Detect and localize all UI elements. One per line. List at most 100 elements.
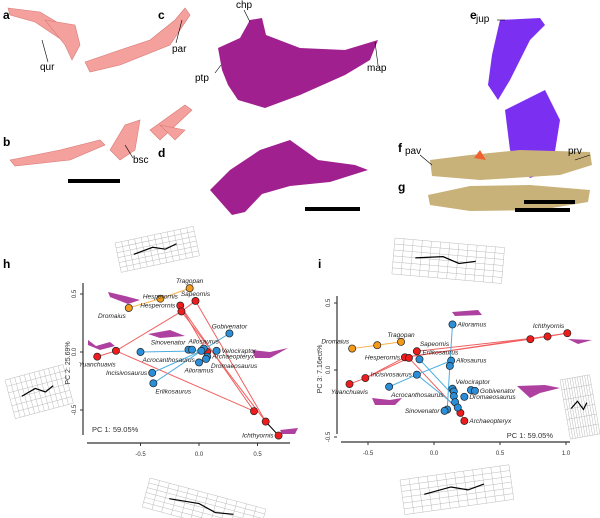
x-tick-label: 0.0 <box>195 452 204 458</box>
label-pav: pav <box>405 146 422 157</box>
taxon-label: Velociraptor <box>455 379 490 386</box>
data-point <box>385 382 394 391</box>
taxon-label: Erlikosaurus <box>422 349 459 356</box>
leader-lines <box>41 9 591 166</box>
phylo-edge <box>128 298 161 309</box>
y-axis-label: PC 2: 25.69% <box>65 341 72 384</box>
taxon-label: Allosaurus <box>188 339 220 346</box>
phylo-edge <box>160 287 190 300</box>
skull-silhouette <box>88 340 115 350</box>
grid-line <box>404 493 514 510</box>
taxon-label: Alioramus <box>184 367 215 374</box>
y-tick-label: -0.5 <box>72 404 78 415</box>
grid-line <box>566 413 597 420</box>
phylo-edge <box>416 360 452 376</box>
phylo-edge <box>352 344 378 350</box>
data-point <box>188 345 196 354</box>
data-point <box>526 335 535 344</box>
grid-line <box>394 237 505 248</box>
data-point <box>185 284 194 293</box>
deformation-grid <box>391 237 505 284</box>
panel-label-f: f <box>398 141 402 155</box>
x-tick-label: 0.0 <box>430 451 439 457</box>
grid-line <box>117 235 196 254</box>
grid-line <box>13 396 72 413</box>
phylo-edge <box>115 350 255 412</box>
label-ptp: ptp <box>195 73 209 84</box>
grid-line <box>115 231 195 249</box>
grid-line <box>392 261 503 272</box>
label-par: par <box>172 44 187 55</box>
grid-line <box>392 267 502 278</box>
phylo-edge <box>151 350 202 374</box>
scatter-plot-i: -0.5 0.0 0.5 1.0 0.5 0.0 -0.5 PC 3: 7.16ect% PC … <box>317 296 572 457</box>
grid-line <box>257 508 267 518</box>
taxon-label: Sapeornis <box>420 341 450 348</box>
deformation-grid <box>141 477 267 518</box>
grid-line <box>147 487 264 518</box>
grid-line <box>565 404 595 410</box>
data-point <box>397 337 405 346</box>
grid-line <box>403 487 513 504</box>
data-point <box>348 344 357 353</box>
panel-label-a: a <box>3 8 10 22</box>
data-point <box>93 352 102 361</box>
grid-line <box>400 470 510 487</box>
landmark-wireframe <box>570 400 588 411</box>
x-tick-label: -0.5 <box>363 451 374 457</box>
data-point <box>563 329 572 338</box>
data-point <box>404 353 413 362</box>
grid-line <box>559 374 590 381</box>
y-tick-label: 0.0 <box>326 365 332 374</box>
data-point <box>225 329 234 338</box>
taxon-label: Incisivosaurus <box>371 372 413 379</box>
taxon-label: Yuanchuavis <box>331 389 369 396</box>
data-point <box>149 379 158 388</box>
panel-label-h: h <box>3 257 11 271</box>
phylo-edge <box>416 374 459 408</box>
grid-line <box>4 364 64 381</box>
grid-line <box>8 377 67 394</box>
grid-line <box>402 481 512 498</box>
grid-line <box>11 389 70 406</box>
x-axis-label: PC 1: 59.05% <box>507 431 554 440</box>
x-axis-label: PC 1: 59.05% <box>92 425 139 434</box>
x-tick-label: 0.5 <box>496 451 505 457</box>
grid-line <box>118 240 197 258</box>
taxon-label: Tragopan <box>387 332 415 339</box>
label-prv: prv <box>568 146 582 157</box>
data-point <box>412 347 421 356</box>
grid-line <box>391 237 396 274</box>
taxon-label: Dromaius <box>321 339 350 346</box>
taxon-label: Alioramus <box>456 321 487 328</box>
label-qur: qur <box>40 62 55 73</box>
data-point <box>440 406 449 415</box>
grid-line <box>399 464 509 481</box>
deformation-grid <box>399 464 515 515</box>
phylo-edge <box>153 350 202 384</box>
grid-line <box>394 243 505 254</box>
skull-silhouette <box>452 310 482 316</box>
taxon-label: Yuanchuavis <box>79 362 117 369</box>
y-tick-label: 0.5 <box>72 289 78 298</box>
data-point <box>470 386 479 395</box>
grid-line <box>393 249 504 260</box>
data-point <box>250 407 258 416</box>
grid-line <box>142 506 259 518</box>
scale-bars <box>68 179 575 212</box>
taxon-label: Archaeopteryx <box>468 418 512 425</box>
phylo-edge <box>181 311 267 422</box>
data-point <box>202 355 210 363</box>
taxon-label: Hesperornis <box>143 294 179 301</box>
grid-line <box>121 255 200 273</box>
taxon-label: Tragopan <box>176 278 204 285</box>
grid-line <box>119 245 198 263</box>
phylo-edge <box>446 365 451 410</box>
landmark-wireframe <box>424 483 485 495</box>
data-point <box>445 362 454 370</box>
scatter-plot-h: -0.5 0.0 0.5 0.5 0.0 -0.5 PC 2: 25.69% PC 1: 59… <box>65 278 290 458</box>
taxon-label: Dromaius <box>98 313 127 320</box>
label-bsc: bsc <box>133 155 149 166</box>
phylo-edge <box>365 357 410 379</box>
